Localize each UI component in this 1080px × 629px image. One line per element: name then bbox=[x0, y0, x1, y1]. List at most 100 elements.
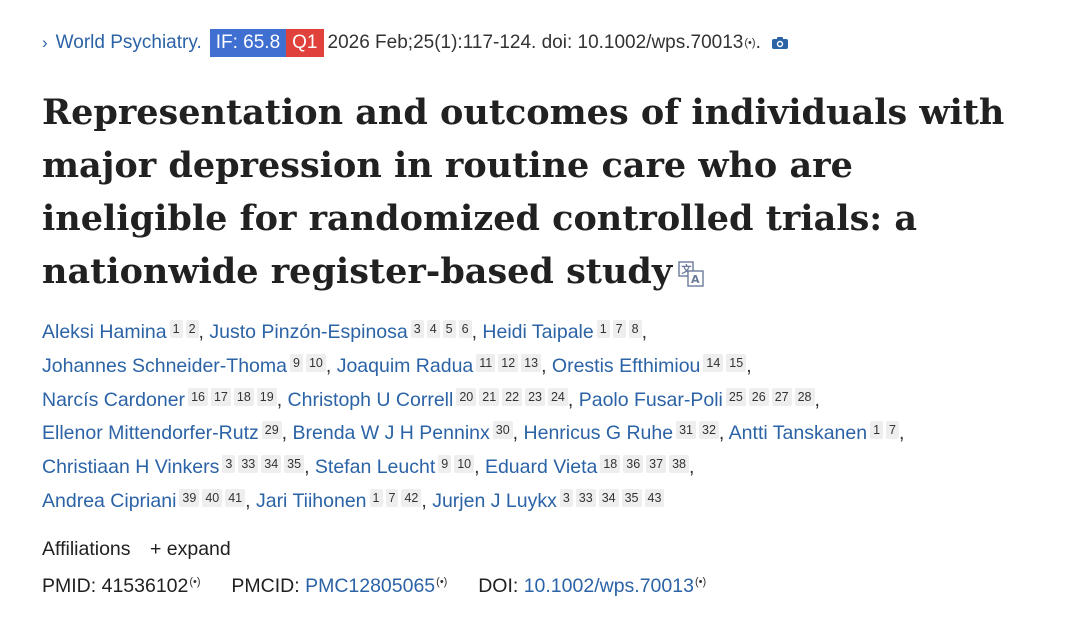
affiliation-number[interactable]: 1 bbox=[596, 320, 610, 338]
pmid-value: 41536102 bbox=[101, 575, 189, 597]
author-link[interactable]: Narcís Cardoner bbox=[42, 388, 186, 411]
affiliation-number[interactable]: 39 bbox=[179, 488, 200, 507]
affiliation-number[interactable]: 14 bbox=[703, 353, 724, 372]
affiliation-number[interactable]: 41 bbox=[225, 488, 246, 507]
affiliation-number[interactable]: 7 bbox=[385, 488, 399, 507]
affiliation-number[interactable]: 13 bbox=[521, 353, 542, 372]
author-link[interactable]: Ellenor Mittendorfer-Rutz bbox=[42, 422, 259, 445]
affiliation-number[interactable]: 7 bbox=[886, 421, 899, 440]
author-link[interactable]: Antti Tanskanen bbox=[728, 422, 868, 445]
impact-factor-badge: IF: 65.8 bbox=[209, 29, 287, 57]
affiliation-number[interactable]: 33 bbox=[575, 488, 596, 507]
svg-text:A: A bbox=[691, 273, 700, 286]
affiliation-number[interactable]: 26 bbox=[748, 387, 769, 406]
journal-citation-row: › World Psychiatry. IF: 65.8 Q1 2026 Feb… bbox=[42, 28, 789, 58]
camera-icon[interactable] bbox=[771, 36, 789, 50]
affiliation-number[interactable]: 25 bbox=[725, 387, 746, 406]
affiliation-number[interactable]: 10 bbox=[305, 353, 326, 372]
author-link[interactable]: Jurjen J Luykx bbox=[432, 489, 557, 512]
affiliation-number[interactable]: 4 bbox=[426, 320, 440, 338]
identifiers-row: PMID: 41536102(•) PMCID: PMC12805065(•) … bbox=[42, 575, 706, 598]
affiliation-number[interactable]: 37 bbox=[646, 455, 667, 474]
affiliation-number[interactable]: 17 bbox=[210, 387, 231, 406]
affiliation-number[interactable]: 40 bbox=[202, 488, 223, 507]
author-link[interactable]: Joaquim Radua bbox=[336, 354, 474, 377]
author-link[interactable]: Orestis Efthimiou bbox=[551, 354, 701, 377]
affiliation-number[interactable]: 38 bbox=[669, 455, 689, 474]
quartile-badge: Q1 bbox=[286, 29, 324, 57]
affiliation-number[interactable]: 3 bbox=[222, 455, 236, 474]
affiliation-number[interactable]: 42 bbox=[401, 488, 422, 507]
affiliation-number[interactable]: 30 bbox=[492, 421, 513, 440]
affiliation-number[interactable]: 18 bbox=[600, 455, 621, 474]
affiliation-number[interactable]: 6 bbox=[458, 320, 472, 338]
affiliation-number[interactable]: 21 bbox=[479, 387, 500, 406]
author-link[interactable]: Henricus G Ruhe bbox=[523, 422, 674, 445]
pmcid-link[interactable]: PMC12805065 bbox=[305, 575, 436, 597]
author-link[interactable]: Christoph U Correll bbox=[287, 388, 454, 411]
affiliation-number[interactable]: 1 bbox=[169, 320, 183, 338]
pmcid-signal-icon[interactable]: (•) bbox=[436, 575, 448, 588]
affiliation-number[interactable]: 33 bbox=[238, 455, 259, 474]
affiliation-number[interactable]: 16 bbox=[188, 387, 208, 406]
affiliation-number[interactable]: 35 bbox=[284, 455, 305, 474]
article-title: Representation and outcomes of individua… bbox=[42, 86, 1032, 298]
author-link[interactable]: Justo Pinzón-Espinosa bbox=[209, 321, 408, 343]
signal-icon[interactable]: (•) bbox=[744, 37, 756, 49]
doi-label: DOI: bbox=[478, 575, 519, 597]
affiliation-number[interactable]: 28 bbox=[794, 387, 815, 406]
translate-icon[interactable]: 文 A bbox=[678, 260, 704, 287]
article-title-text: Representation and outcomes of individua… bbox=[42, 92, 1005, 292]
affiliation-number[interactable]: 9 bbox=[438, 455, 452, 474]
affiliation-number[interactable]: 34 bbox=[261, 455, 282, 474]
affiliation-number[interactable]: 19 bbox=[256, 387, 277, 406]
affiliation-number[interactable]: 15 bbox=[726, 353, 747, 372]
affiliation-number[interactable]: 3 bbox=[410, 320, 424, 338]
affiliation-number[interactable]: 32 bbox=[699, 421, 719, 440]
affiliation-number[interactable]: 35 bbox=[621, 488, 642, 507]
author-link[interactable]: Johannes Schneider-Thoma bbox=[42, 354, 287, 377]
expand-affiliations-button[interactable]: + expand bbox=[149, 538, 231, 560]
doi-link[interactable]: 10.1002/wps.70013 bbox=[523, 575, 694, 597]
affiliation-number[interactable]: 31 bbox=[676, 421, 696, 440]
author-link[interactable]: Christiaan H Vinkers bbox=[42, 456, 220, 479]
affiliation-number[interactable]: 24 bbox=[547, 387, 568, 406]
author-link[interactable]: Paolo Fusar-Poli bbox=[578, 388, 723, 411]
author-link[interactable]: Andrea Cipriani bbox=[42, 489, 177, 512]
affiliation-number[interactable]: 1 bbox=[369, 488, 383, 507]
affiliation-number[interactable]: 2 bbox=[185, 320, 199, 338]
author-link[interactable]: Heidi Taipale bbox=[482, 321, 594, 343]
author-link[interactable]: Aleksi Hamina bbox=[42, 321, 167, 343]
svg-text:文: 文 bbox=[682, 263, 693, 276]
affiliation-number[interactable]: 8 bbox=[628, 320, 642, 338]
affiliation-number[interactable]: 20 bbox=[456, 387, 477, 406]
author-link[interactable]: Eduard Vieta bbox=[484, 456, 598, 479]
affiliation-number[interactable]: 34 bbox=[598, 488, 619, 507]
affiliation-number[interactable]: 36 bbox=[623, 455, 644, 474]
affiliation-number[interactable]: 29 bbox=[261, 421, 282, 440]
affiliation-number[interactable]: 22 bbox=[502, 387, 523, 406]
affiliation-number[interactable]: 43 bbox=[644, 488, 665, 507]
author-list: Aleksi Hamina 1 2, Justo Pinzón-Espinosa 3 4… bbox=[42, 320, 905, 512]
pmid-signal-icon[interactable]: (•) bbox=[189, 575, 201, 588]
affiliation-number[interactable]: 9 bbox=[289, 353, 303, 372]
pmid-label: PMID: bbox=[42, 575, 97, 597]
author-link[interactable]: Stefan Leucht bbox=[314, 456, 436, 479]
affiliation-number[interactable]: 1 bbox=[870, 421, 884, 440]
doi-signal-icon[interactable]: (•) bbox=[694, 575, 707, 588]
affiliation-number[interactable]: 12 bbox=[498, 353, 519, 372]
journal-link[interactable]: World Psychiatry. bbox=[55, 32, 202, 53]
affiliation-number[interactable]: 11 bbox=[476, 353, 496, 372]
affiliation-number[interactable]: 23 bbox=[525, 387, 545, 406]
author-link[interactable]: Jari Tiihonen bbox=[255, 489, 367, 512]
affiliation-number[interactable]: 10 bbox=[454, 455, 475, 474]
affiliation-number[interactable]: 27 bbox=[771, 387, 792, 406]
pmcid-label: PMCID: bbox=[231, 575, 300, 597]
chevron-right-icon[interactable]: › bbox=[42, 33, 48, 52]
author-link[interactable]: Brenda W J H Penninx bbox=[292, 422, 490, 445]
affiliation-number[interactable]: 3 bbox=[559, 488, 573, 507]
affiliation-number[interactable]: 7 bbox=[612, 320, 626, 338]
affiliation-number[interactable]: 18 bbox=[233, 387, 254, 406]
citation-period: . bbox=[755, 32, 761, 53]
affiliation-number[interactable]: 5 bbox=[442, 320, 456, 338]
